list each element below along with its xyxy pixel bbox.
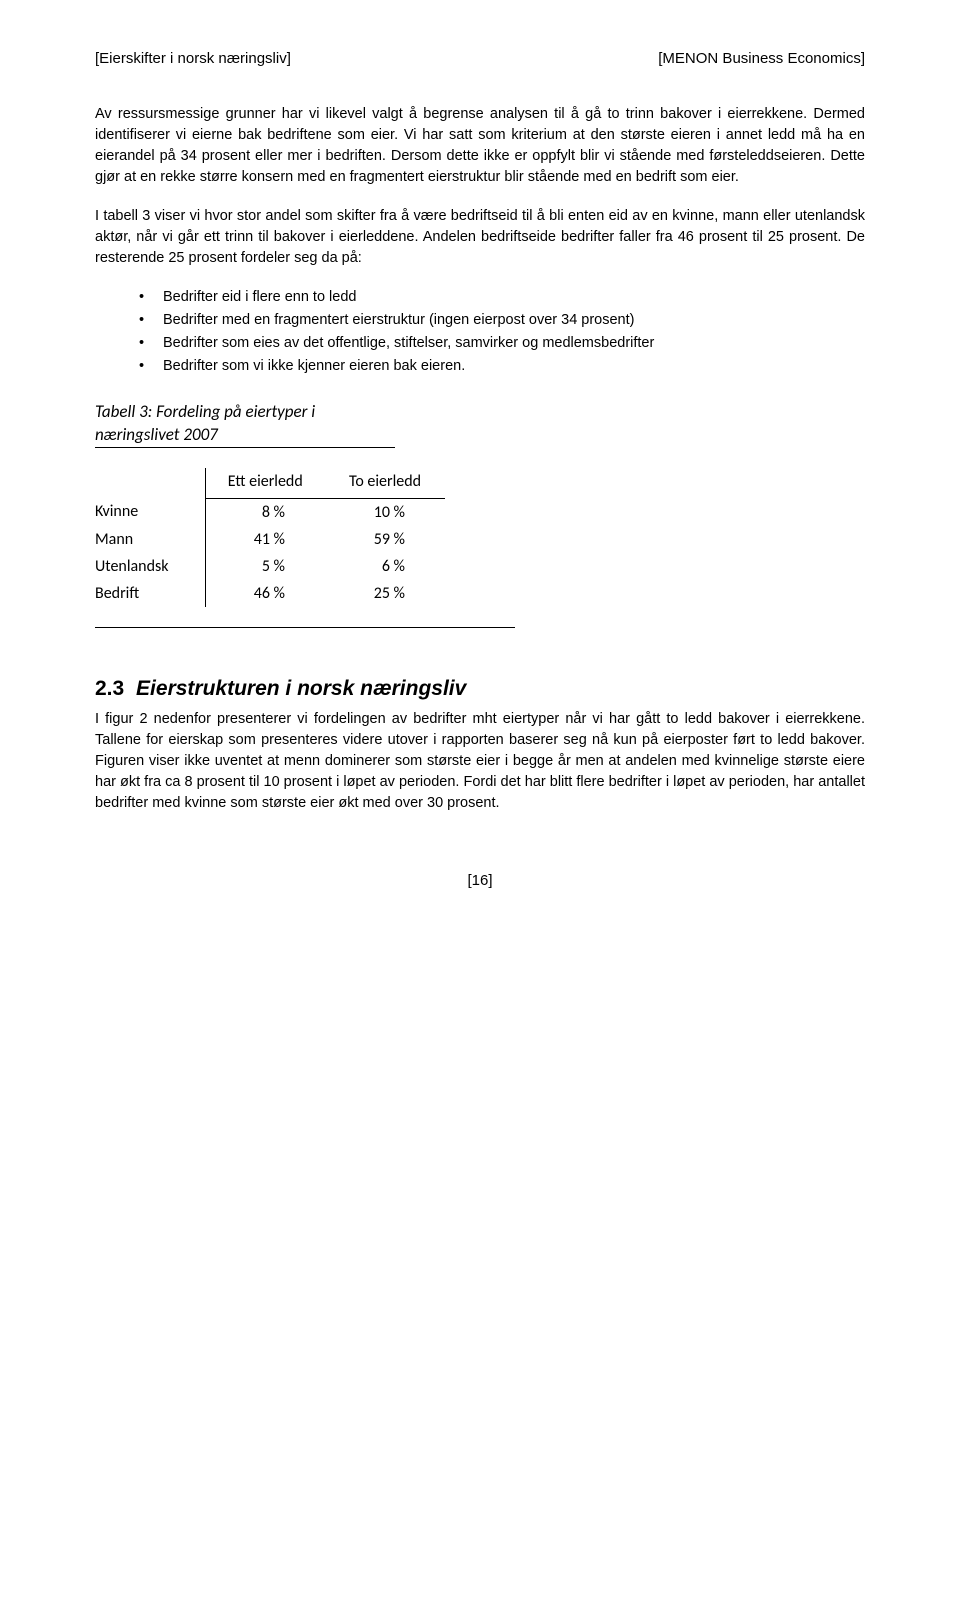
col-header-1: Ett eierledd	[205, 468, 325, 498]
cell-value: 41 %	[205, 526, 325, 553]
table-corner-cell	[95, 468, 205, 498]
header-left: [Eierskifter i norsk næringsliv]	[95, 48, 291, 70]
table-row: Mann 41 % 59 %	[95, 526, 445, 553]
row-label: Bedrift	[95, 580, 205, 607]
table-header-row: Ett eierledd To eierledd	[95, 468, 445, 498]
page-header: [Eierskifter i norsk næringsliv] [MENON …	[95, 48, 865, 70]
list-item: Bedrifter eid i flere enn to ledd	[139, 287, 865, 308]
table-bottom-rule	[95, 627, 515, 628]
section-heading: 2.3 Eierstrukturen i norsk næringsliv	[95, 674, 865, 704]
row-label: Utenlandsk	[95, 553, 205, 580]
table-title: Tabell 3: Fordeling på eiertyper i nærin…	[95, 401, 865, 449]
cell-value: 8 %	[205, 498, 325, 526]
list-item: Bedrifter som eies av det offentlige, st…	[139, 333, 865, 354]
row-label: Kvinne	[95, 498, 205, 526]
owner-type-table: Ett eierledd To eierledd Kvinne 8 % 10 %…	[95, 468, 445, 607]
table-row: Utenlandsk 5 % 6 %	[95, 553, 445, 580]
col-header-2: To eierledd	[325, 468, 445, 498]
page-number: [16]	[95, 870, 865, 892]
cell-value: 5 %	[205, 553, 325, 580]
list-item: Bedrifter med en fragmentert eierstruktu…	[139, 310, 865, 331]
table-row: Kvinne 8 % 10 %	[95, 498, 445, 526]
paragraph-1: Av ressursmessige grunner har vi likevel…	[95, 104, 865, 188]
section-number: 2.3	[95, 677, 124, 700]
cell-value: 46 %	[205, 580, 325, 607]
table-row: Bedrift 46 % 25 %	[95, 580, 445, 607]
section-title: Eierstrukturen i norsk næringsliv	[136, 677, 466, 700]
row-label: Mann	[95, 526, 205, 553]
list-item: Bedrifter som vi ikke kjenner eieren bak…	[139, 356, 865, 377]
table-title-line1: Tabell 3: Fordeling på eiertyper i	[95, 401, 865, 422]
table-title-line2: næringslivet 2007	[95, 424, 865, 445]
cell-value: 6 %	[325, 553, 445, 580]
header-right: [MENON Business Economics]	[658, 48, 865, 70]
bullet-list: Bedrifter eid i flere enn to ledd Bedrif…	[95, 287, 865, 377]
table-title-underline	[95, 447, 395, 448]
paragraph-2: I tabell 3 viser vi hvor stor andel som …	[95, 206, 865, 269]
cell-value: 25 %	[325, 580, 445, 607]
paragraph-3: I figur 2 nedenfor presenterer vi fordel…	[95, 709, 865, 814]
cell-value: 59 %	[325, 526, 445, 553]
cell-value: 10 %	[325, 498, 445, 526]
